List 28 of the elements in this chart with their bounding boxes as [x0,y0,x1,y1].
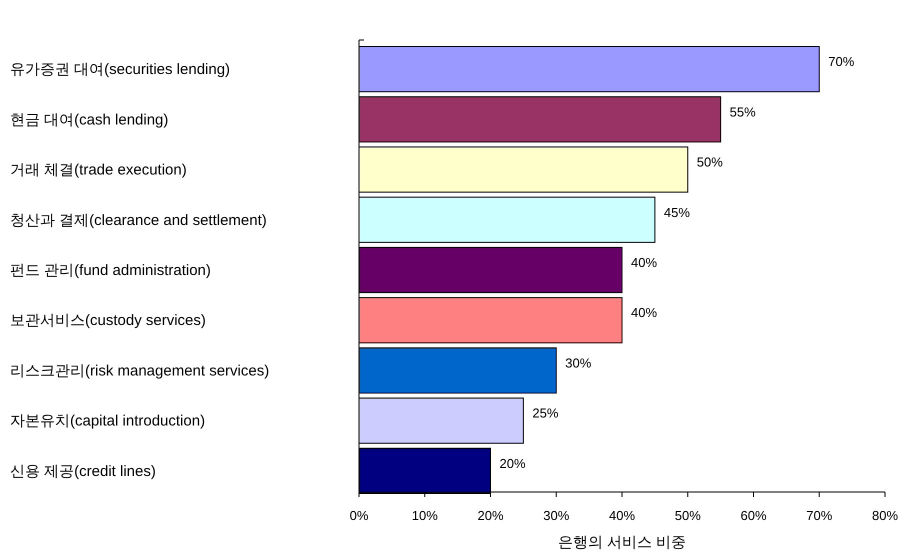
data-label: 70% [828,54,855,70]
x-tick-label: 20% [477,508,504,523]
x-tick-label: 10% [412,508,438,523]
x-tick-label: 70% [806,508,833,523]
y-tick-label: 리스크관리(risk management services) [10,362,270,380]
y-tick-label: 유가증권 대여(securities lending) [10,61,230,78]
x-tick-label: 30% [543,508,570,523]
data-label: 40% [631,305,658,320]
data-label: 30% [565,355,592,370]
data-label: 50% [696,154,724,170]
data-label: 25% [532,406,559,421]
x-axis-title: 은행의 서비스 비중 [558,534,686,551]
data-label: 45% [664,204,690,220]
y-tick-label: 펀드 관리(fund administration) [10,262,211,279]
data-label: 55% [730,104,756,120]
x-tick-label: 0% [350,508,369,523]
x-tick-label: 40% [608,508,636,523]
y-tick-label: 보관서비스(custody services) [10,312,206,330]
x-tick-label: 50% [674,508,702,523]
y-tick-label: 청산과 결제(clearance and settlement) [10,212,267,229]
x-tick-label: 60% [740,508,767,523]
data-label: 20% [500,456,526,471]
y-tick-label: 현금 대여(cash lending) [10,111,168,128]
x-tick-label: 80% [872,508,898,523]
y-tick-label: 거래 체결(trade execution) [10,162,187,179]
data-label: 40% [631,255,658,270]
y-tick-label: 자본유치(capital introduction) [10,412,206,430]
y-tick-label: 신용 제공(credit lines) [10,462,156,480]
